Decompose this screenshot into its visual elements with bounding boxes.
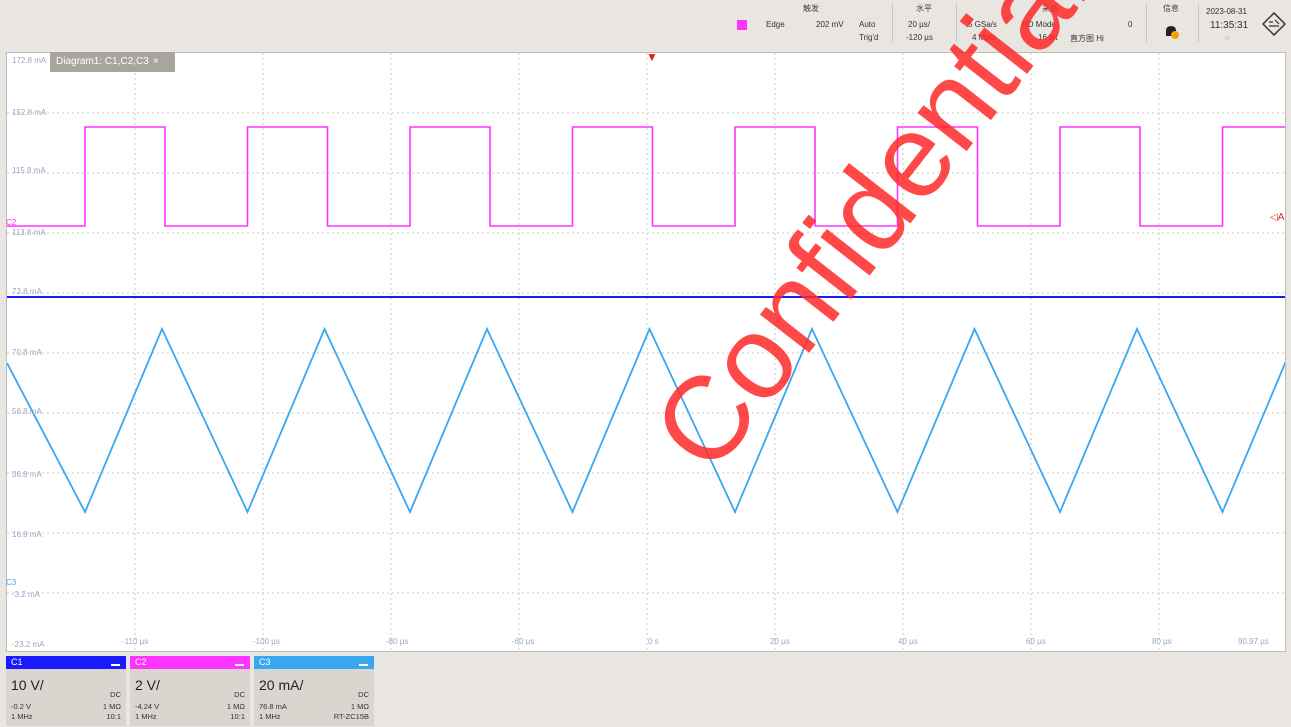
record-length: 4 Mpts	[972, 33, 997, 42]
decimation-mode: 直方图 Hi	[1070, 34, 1104, 43]
probe: 10:1	[230, 712, 245, 721]
trigger-position-marker-icon[interactable]: ▼	[646, 50, 658, 64]
horizontal-panel[interactable]: 水平 20 µs/ -120 µs	[894, 0, 954, 46]
trigger-source-icon	[737, 20, 747, 30]
y-axis-label: 70.8 mA	[12, 348, 42, 357]
trigger-level: 202 mV	[816, 20, 844, 29]
trigger-type: Edge	[766, 20, 785, 29]
x-axis-label: -100 µs	[253, 637, 280, 646]
y-axis-label: -3.2 mA	[12, 590, 41, 599]
offset: 76.8 mA	[259, 702, 287, 711]
resolution: 16 bit	[1038, 33, 1058, 42]
horizontal-header: 水平	[916, 4, 932, 13]
divider	[892, 4, 893, 42]
channel-c2-box[interactable]: C2 2 V/ DC -4.24 V 1 MΩ 1 MHz 10:1	[130, 656, 250, 726]
y-axis-label: 56.8 mA	[12, 407, 42, 416]
vertical-scale: 2 V/	[135, 677, 160, 693]
x-axis-label: 60 µs	[1026, 637, 1046, 646]
c2-trace	[7, 126, 1285, 227]
time-label: 11:35:31	[1210, 20, 1249, 31]
y-axis-label: 16.8 mA	[12, 530, 42, 539]
trigger-level-marker[interactable]: ◁A	[1270, 212, 1285, 223]
minimize-icon[interactable]	[235, 657, 244, 666]
bandwidth: 1 MHz	[135, 712, 157, 721]
record-mode: HD Mode	[1022, 20, 1056, 29]
offset: -0.2 V	[11, 702, 32, 711]
coupling: DC	[234, 690, 245, 699]
x-axis-label: -110 µs	[122, 637, 149, 646]
acquisition-panel[interactable]: 采集 5 GSa/s HD Mode 0 4 Mpts 16 bit 直方图 H…	[958, 0, 1142, 46]
coupling: DC	[110, 690, 121, 699]
x-axis-label: -80 µs	[386, 637, 409, 646]
c3-level-marker[interactable]: C3	[6, 578, 17, 587]
waveform-diagram[interactable]	[6, 52, 1286, 652]
x-axis-label: 40 µs	[898, 637, 918, 646]
acquisition-header: 采集	[1042, 4, 1058, 13]
channel-c1-header: C1	[6, 656, 126, 669]
info-panel[interactable]: 信息	[1148, 0, 1194, 46]
channel-c3-header: C3	[254, 656, 374, 669]
close-icon[interactable]: ×	[152, 56, 159, 67]
channel-c2-header: C2	[130, 656, 250, 669]
channel-c3-box[interactable]: C3 20 mA/ DC 76.8 mA 1 MΩ 1 MHz RT-ZC15B	[254, 656, 374, 726]
y-axis-label: 152.8 mA	[12, 108, 47, 117]
impedance: 1 MΩ	[350, 702, 369, 711]
notification-bell-icon[interactable]	[1162, 24, 1180, 40]
sample-rate: 5 GSa/s	[968, 20, 997, 29]
divider	[956, 4, 957, 42]
channel-name: C1	[11, 657, 23, 667]
impedance: 1 MΩ	[226, 702, 245, 711]
channel-name: C2	[135, 657, 147, 667]
y-axis-label: 172.8 mA	[12, 56, 47, 65]
x-axis-label: 90.97 µs	[1238, 637, 1269, 646]
x-axis-label: 0 s	[648, 637, 659, 646]
diagram-tab-label: Diagram1: C1,C2,C3	[56, 56, 149, 67]
minimize-icon[interactable]	[359, 657, 368, 666]
trigger-header: 触发	[803, 4, 819, 13]
acquisition-count: 0	[1128, 20, 1133, 29]
y-axis-label: -23.2 mA	[12, 640, 45, 649]
date-label: 2023-08-31	[1206, 7, 1247, 16]
network-icon: ⁘	[1224, 34, 1231, 43]
trigger-panel[interactable]: 触发 Edge 202 mV Auto Trig'd	[736, 0, 886, 46]
y-axis-label: 73.8 mA	[12, 287, 42, 296]
y-axis-label: 115.8 mA	[12, 166, 46, 175]
impedance: 1 MΩ	[102, 702, 121, 711]
x-axis-label: 20 µs	[770, 637, 790, 646]
info-header: 信息	[1163, 4, 1179, 13]
c2-level-marker[interactable]: C2	[6, 218, 17, 227]
diagram-tab[interactable]: Diagram1: C1,C2,C3 ×	[50, 52, 175, 72]
y-axis-label: 36.8 mA	[12, 470, 42, 479]
time-position: -120 µs	[906, 33, 933, 42]
top-status-bar: 触发 Edge 202 mV Auto Trig'd 水平 20 µs/ -12…	[0, 0, 1291, 46]
probe: 10:1	[106, 712, 121, 721]
channel-name: C3	[259, 657, 271, 667]
y-axis-label: 113.8 mA	[12, 228, 46, 237]
probe: RT-ZC15B	[333, 712, 369, 721]
x-axis-label: -60 µs	[512, 637, 535, 646]
vertical-scale: 20 mA/	[259, 677, 304, 693]
coupling: DC	[358, 690, 369, 699]
offset: -4.24 V	[135, 702, 160, 711]
datetime-panel: 2023-08-31 11:35:31 ⁘	[1200, 0, 1258, 46]
minimize-icon[interactable]	[111, 657, 120, 666]
trigger-status: Trig'd	[859, 33, 879, 42]
c3-trace	[7, 326, 1285, 515]
vertical-scale: 10 V/	[11, 677, 44, 693]
divider	[1198, 4, 1199, 42]
trigger-mode: Auto	[859, 20, 876, 29]
bandwidth: 1 MHz	[11, 712, 33, 721]
x-axis-label: 80 µs	[1152, 637, 1172, 646]
bandwidth: 1 MHz	[259, 712, 281, 721]
divider	[1146, 4, 1147, 42]
channel-c1-box[interactable]: C1 10 V/ DC -0.2 V 1 MΩ 1 MHz 10:1	[6, 656, 126, 726]
grid-and-traces	[7, 53, 1285, 651]
time-scale: 20 µs/	[908, 20, 930, 29]
rohde-schwarz-logo-icon[interactable]	[1262, 12, 1286, 36]
